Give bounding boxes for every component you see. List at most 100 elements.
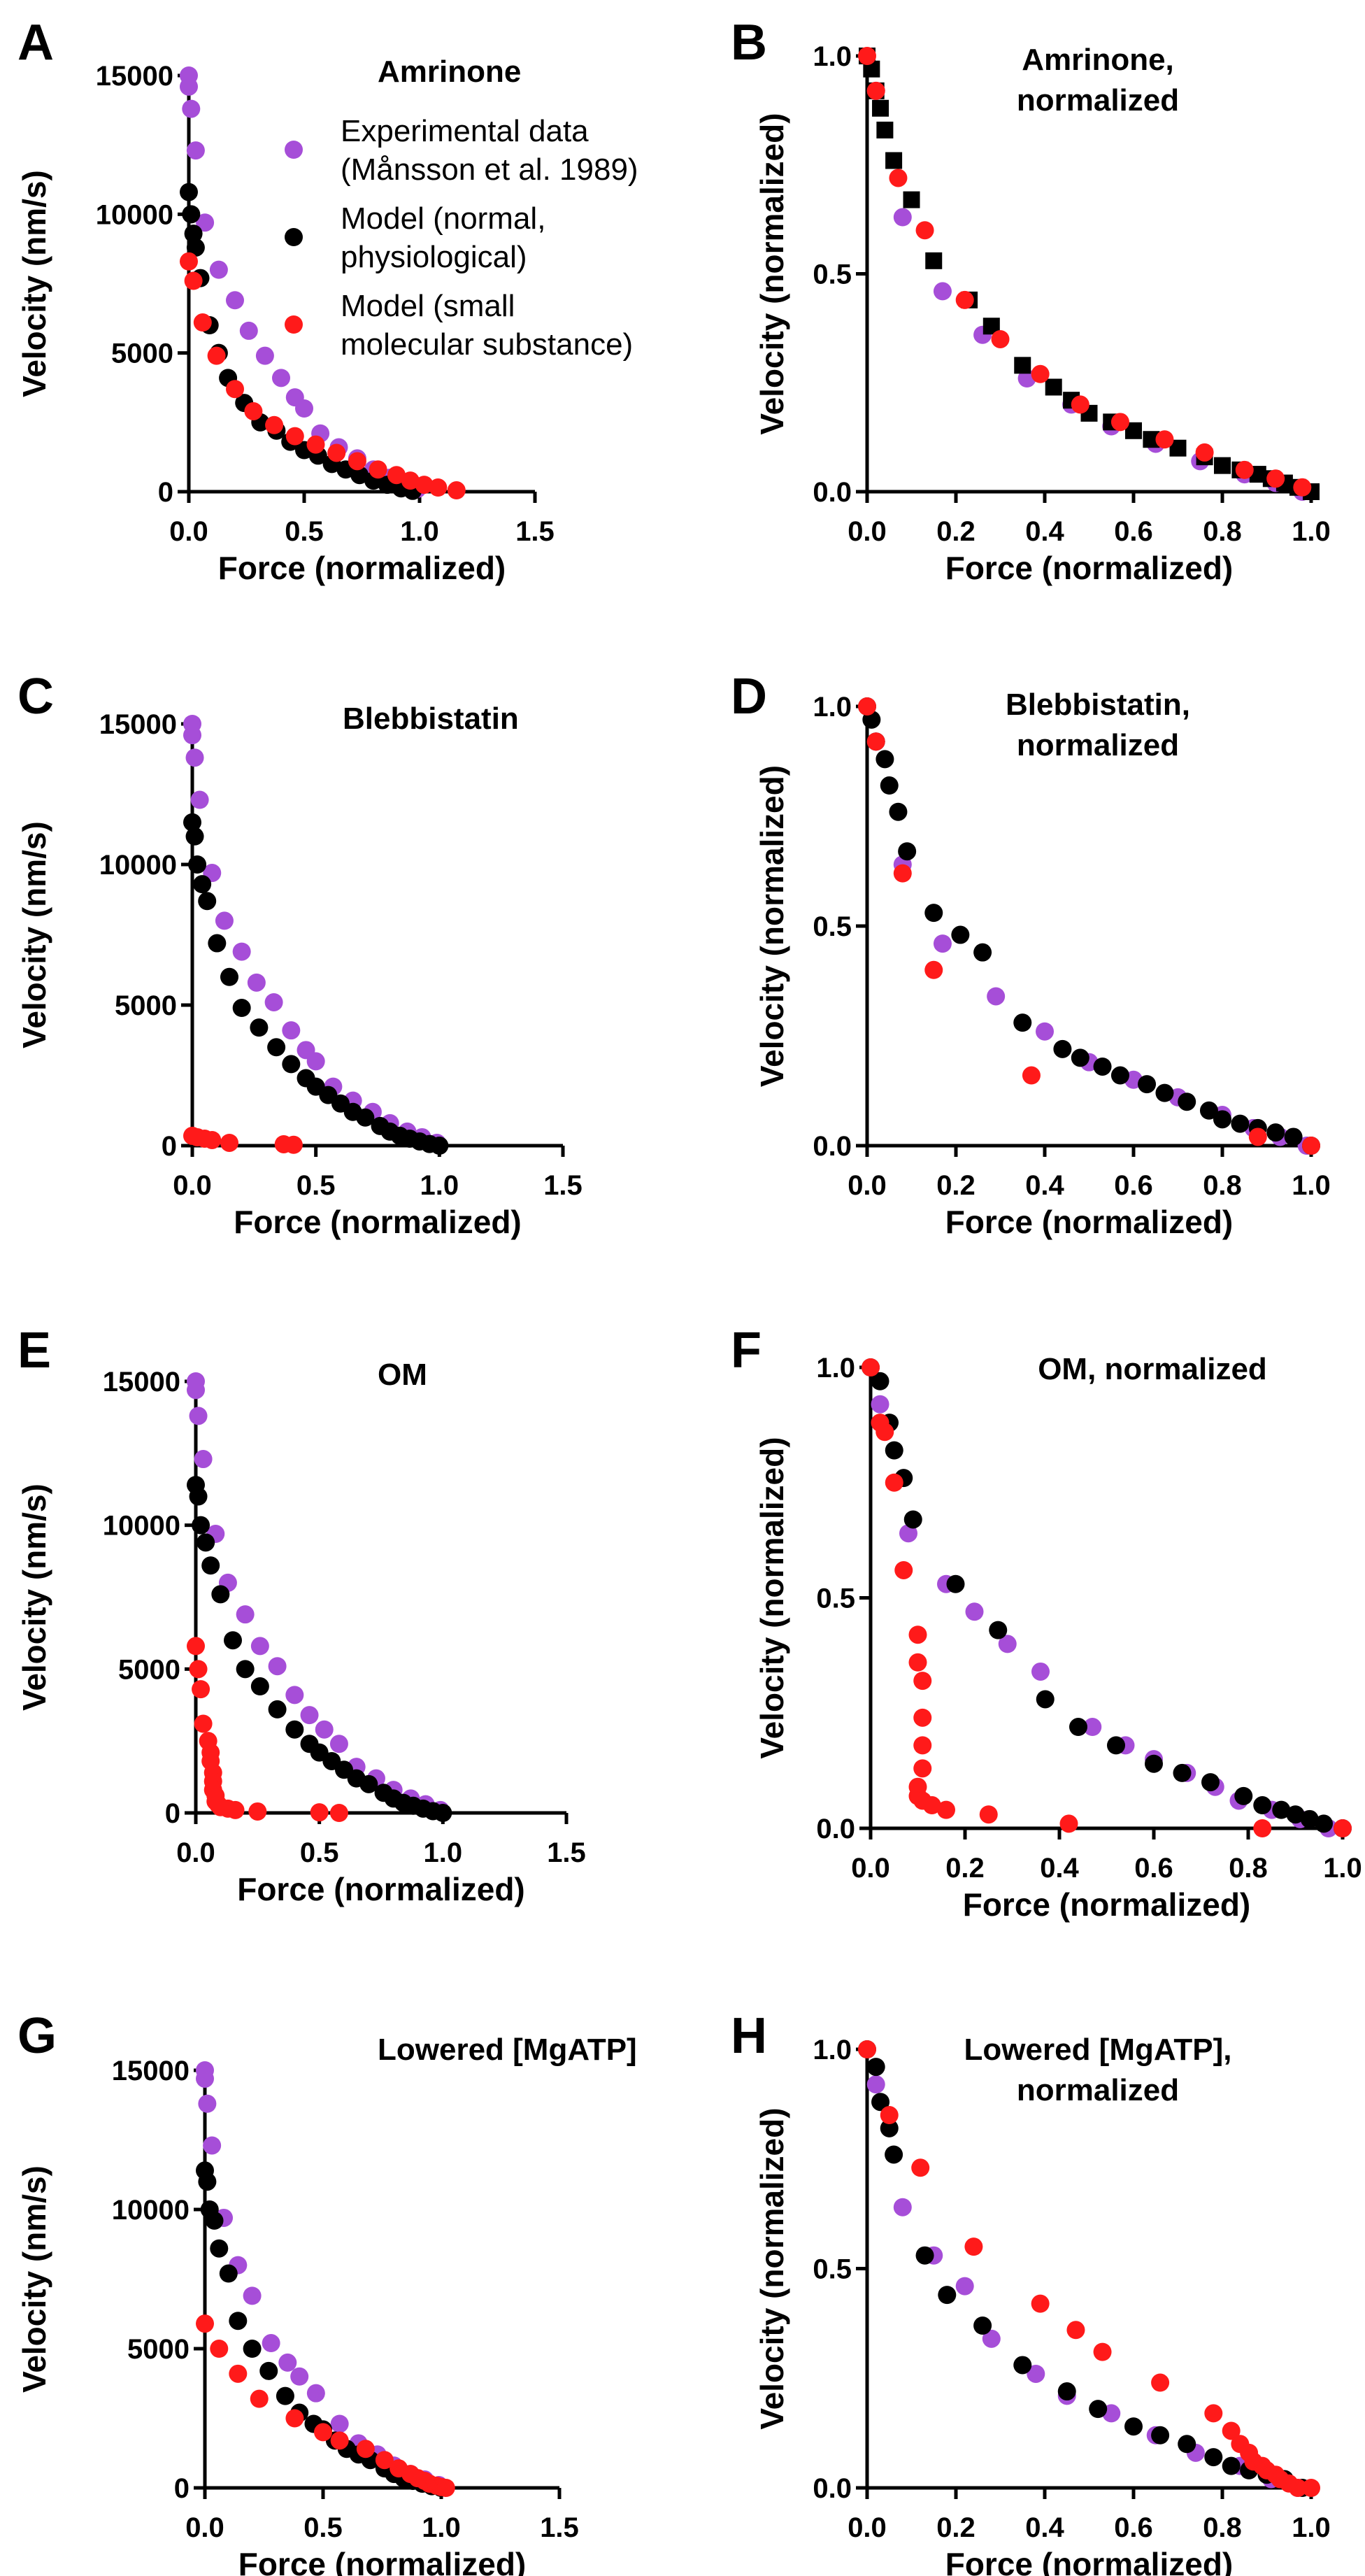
x-tick-label: 0.6 bbox=[1114, 2512, 1153, 2543]
data-point bbox=[247, 973, 266, 992]
y-tick-label: 0.5 bbox=[813, 259, 852, 290]
data-point bbox=[866, 81, 885, 100]
data-point bbox=[436, 2479, 455, 2497]
data-point bbox=[243, 2340, 262, 2358]
data-point bbox=[315, 1720, 334, 1739]
panel-title: Blebbistatin bbox=[343, 702, 519, 736]
data-point bbox=[946, 1574, 965, 1593]
legend-item-model_small: Model (small molecular substance) bbox=[285, 289, 633, 362]
y-axis-label: Velocity (normalized) bbox=[754, 765, 790, 1087]
data-point bbox=[1151, 2373, 1170, 2392]
data-point bbox=[1302, 1137, 1320, 1155]
legend-label: molecular substance) bbox=[341, 327, 633, 362]
data-point bbox=[982, 2329, 1001, 2348]
data-point bbox=[889, 169, 908, 187]
series-experimental bbox=[866, 81, 1312, 501]
data-point bbox=[350, 466, 369, 485]
data-point bbox=[924, 904, 943, 923]
data-point bbox=[282, 1021, 301, 1040]
data-point bbox=[262, 2334, 280, 2353]
data-point bbox=[1071, 1048, 1089, 1067]
data-point bbox=[915, 2246, 934, 2265]
panel-letter-d: D bbox=[731, 669, 767, 725]
data-point bbox=[1173, 1763, 1192, 1782]
data-point bbox=[189, 1660, 208, 1679]
legend-marker bbox=[285, 141, 303, 159]
data-point bbox=[196, 2069, 214, 2088]
data-point bbox=[913, 1672, 932, 1691]
x-tick-label: 0.0 bbox=[851, 1853, 890, 1884]
data-point bbox=[951, 925, 970, 944]
x-axis-label: Force (normalized) bbox=[234, 1204, 522, 1240]
data-point bbox=[183, 813, 201, 832]
data-point bbox=[250, 1677, 269, 1696]
data-point bbox=[186, 141, 205, 160]
panel-c: C 0.0 0.5 1.0 1.5 0 5000 10000 15000 Force (norma… bbox=[16, 669, 583, 1240]
data-point bbox=[871, 1372, 889, 1390]
data-point bbox=[872, 99, 889, 117]
data-point bbox=[1045, 378, 1062, 396]
data-point bbox=[226, 380, 244, 399]
data-point bbox=[184, 271, 203, 290]
data-point bbox=[1201, 1773, 1220, 1792]
data-point bbox=[226, 291, 244, 310]
data-point bbox=[224, 1631, 242, 1650]
data-point bbox=[183, 726, 201, 745]
data-point bbox=[285, 2409, 304, 2428]
data-point bbox=[232, 942, 251, 961]
data-point bbox=[190, 790, 209, 809]
data-point bbox=[1248, 1127, 1267, 1146]
data-point bbox=[282, 1055, 301, 1074]
data-point bbox=[1031, 364, 1050, 383]
data-point bbox=[1334, 1819, 1352, 1837]
x-tick-label: 0.4 bbox=[1025, 2512, 1064, 2543]
data-point bbox=[880, 776, 899, 795]
data-point bbox=[1014, 357, 1031, 374]
data-point bbox=[973, 2317, 992, 2335]
data-point bbox=[189, 1487, 208, 1506]
x-tick-label: 0.0 bbox=[848, 1170, 887, 1201]
y-tick-label: 5000 bbox=[115, 990, 177, 1021]
data-point bbox=[264, 992, 283, 1011]
x-tick-label: 0.8 bbox=[1203, 516, 1242, 547]
data-point bbox=[1107, 1736, 1125, 1755]
data-point bbox=[973, 943, 992, 962]
data-point bbox=[205, 2211, 224, 2230]
data-point bbox=[243, 2286, 262, 2305]
data-point bbox=[866, 2058, 885, 2077]
x-tick-label: 0.2 bbox=[936, 1170, 975, 1201]
data-point bbox=[348, 452, 366, 471]
x-tick-label: 1.0 bbox=[424, 1837, 463, 1868]
data-point bbox=[250, 2389, 269, 2408]
data-point bbox=[201, 1556, 220, 1575]
data-point bbox=[1089, 2400, 1108, 2419]
data-point bbox=[1288, 2479, 1307, 2497]
data-point bbox=[1151, 2426, 1170, 2445]
data-point bbox=[239, 321, 258, 340]
data-point bbox=[330, 2431, 349, 2450]
data-point bbox=[876, 121, 894, 138]
data-point bbox=[922, 1796, 941, 1815]
data-point bbox=[955, 2277, 974, 2296]
data-point bbox=[285, 1686, 304, 1705]
data-point bbox=[210, 2340, 229, 2358]
data-point bbox=[186, 238, 205, 257]
data-point bbox=[1234, 1786, 1253, 1805]
data-point bbox=[434, 1804, 452, 1822]
data-point bbox=[1059, 1814, 1078, 1833]
panel-title: OM bbox=[378, 1358, 427, 1392]
y-tick-label: 0.0 bbox=[813, 1131, 852, 1162]
x-tick-label: 0.2 bbox=[936, 516, 975, 547]
x-tick-label: 0.2 bbox=[945, 1853, 985, 1884]
series-model_small bbox=[180, 252, 466, 500]
data-point bbox=[268, 1657, 287, 1676]
panel-title: normalized bbox=[1017, 728, 1179, 762]
y-tick-label: 0.5 bbox=[816, 1584, 855, 1614]
data-point bbox=[885, 152, 903, 169]
series-experimental bbox=[183, 715, 446, 1152]
x-tick-label: 1.5 bbox=[547, 1837, 586, 1868]
data-point bbox=[1083, 1718, 1102, 1737]
data-point bbox=[1022, 1066, 1041, 1085]
data-point bbox=[272, 369, 290, 387]
series-model_normal bbox=[183, 813, 449, 1155]
